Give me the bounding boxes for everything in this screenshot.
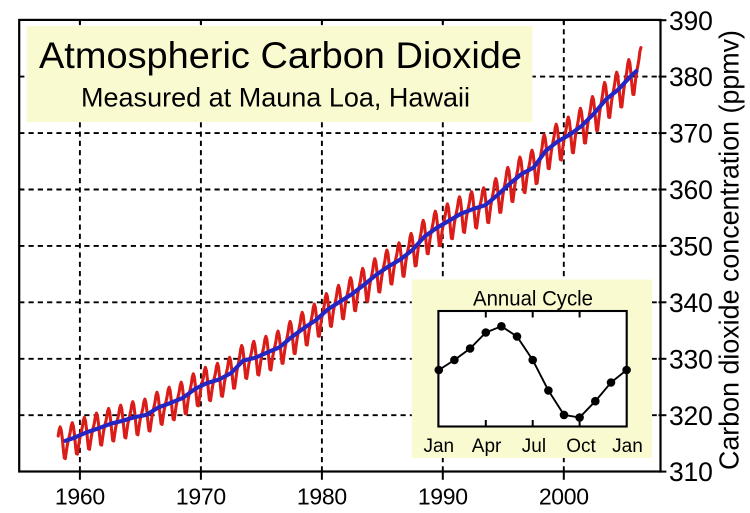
svg-text:Annual Cycle: Annual Cycle — [473, 288, 593, 311]
svg-text:1960: 1960 — [55, 484, 105, 510]
svg-text:380: 380 — [669, 62, 713, 92]
svg-text:310: 310 — [669, 457, 713, 487]
svg-text:1970: 1970 — [176, 484, 226, 510]
svg-text:Jan: Jan — [612, 436, 643, 457]
svg-text:Oct: Oct — [566, 436, 596, 457]
svg-text:370: 370 — [669, 119, 713, 149]
svg-text:Apr: Apr — [472, 436, 502, 457]
svg-text:1980: 1980 — [297, 484, 347, 510]
svg-text:Jul: Jul — [522, 436, 546, 457]
svg-text:2000: 2000 — [539, 484, 589, 510]
svg-text:320: 320 — [669, 401, 713, 431]
svg-text:330: 330 — [669, 344, 713, 374]
svg-text:360: 360 — [669, 175, 713, 205]
svg-text:Jan: Jan — [423, 436, 454, 457]
svg-text:1990: 1990 — [418, 484, 468, 510]
svg-text:Measured at Mauna Loa, Hawaii: Measured at Mauna Loa, Hawaii — [81, 82, 470, 112]
svg-text:390: 390 — [669, 6, 713, 36]
svg-text:Carbon dioxide concentration (: Carbon dioxide concentration (ppmv) — [714, 30, 745, 470]
svg-text:350: 350 — [669, 232, 713, 262]
svg-text:Atmospheric Carbon Dioxide: Atmospheric Carbon Dioxide — [39, 35, 522, 76]
svg-text:340: 340 — [669, 288, 713, 318]
